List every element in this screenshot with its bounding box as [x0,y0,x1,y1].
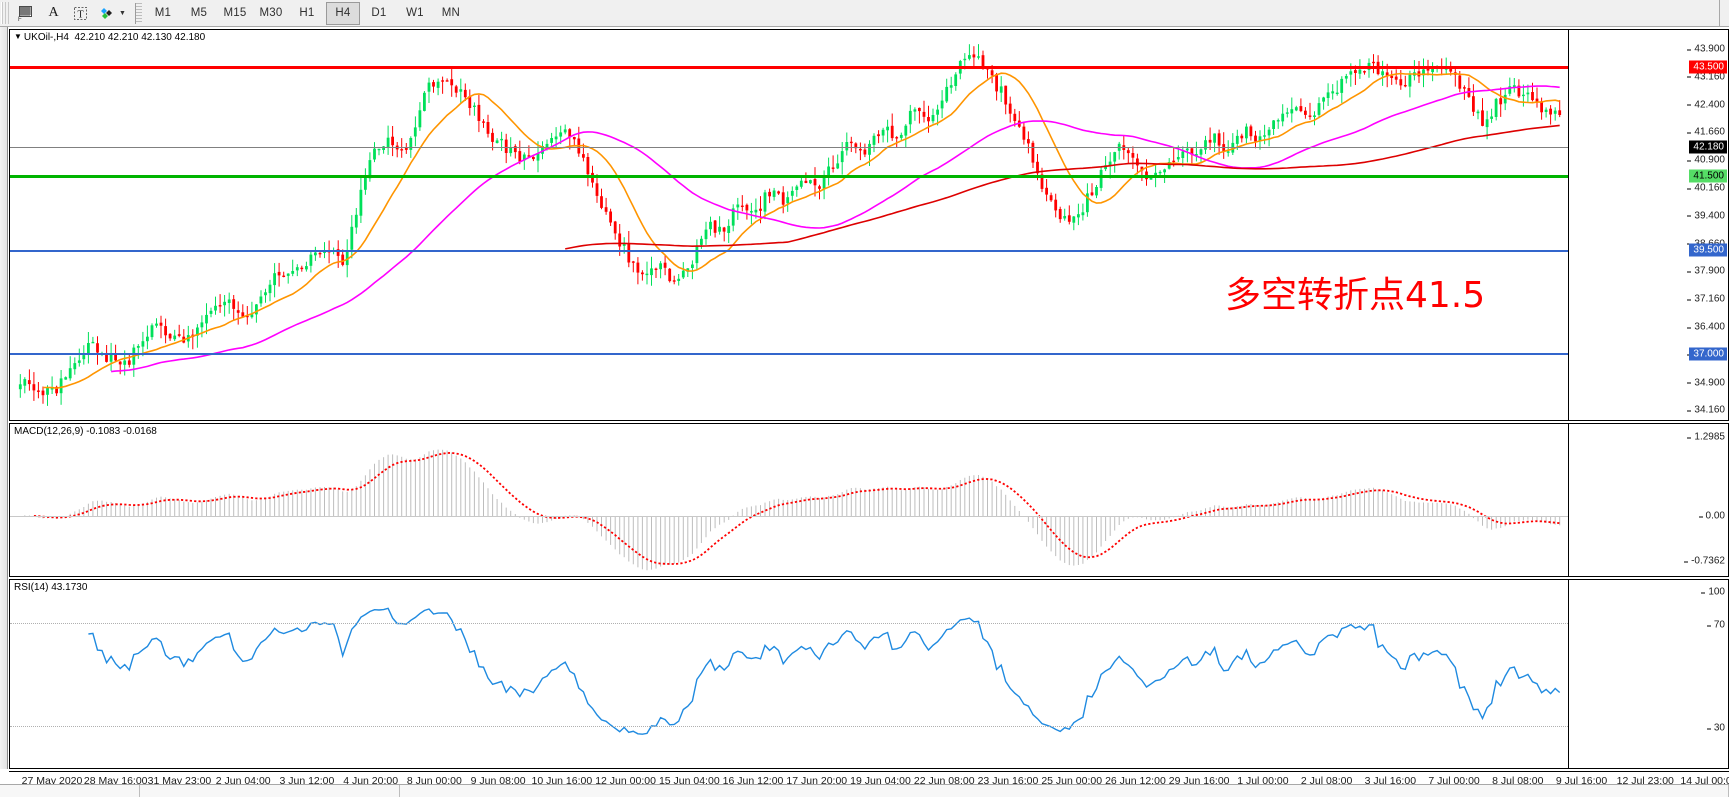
toolbar-drag-handle[interactable] [1,2,9,24]
rsi-axis[interactable]: 100 70 30 [1568,580,1728,768]
timeframe-label: H4 [335,7,351,19]
timeframe-h4[interactable]: H4 [325,1,360,25]
symbol-timeframe-label: UKOil-,H4 [23,32,69,43]
blue-level-tag-lower[interactable]: 37.000 [1689,347,1727,361]
letter-a-glyph: A [48,5,59,20]
toolbar-separator [134,2,142,24]
chart-text-annotation[interactable]: 多空转折点41.5 [1225,275,1486,316]
objects-dropdown-button[interactable]: ▼ [95,2,131,25]
timeframe-label: D1 [371,7,387,19]
level-line-42-180 [10,147,1568,148]
price-tick: 37.160 [1687,293,1725,305]
price-tick: 36.400 [1687,321,1725,333]
collapse-icon[interactable]: ▼ [14,32,22,41]
macd-tick: -0.7362 [1684,555,1725,567]
level-line-39-500[interactable] [10,250,1568,252]
price-tick: 40.160 [1687,182,1725,194]
price-tick: 34.900 [1687,377,1725,389]
chart-area: ▼ UKOil-,H4 42.210 42.210 42.130 42.180 多… [0,27,1729,797]
chevron-down-icon: ▼ [119,9,126,17]
status-cell-middle [140,785,400,797]
rsi-overbought-line [10,623,1568,624]
resistance-level-tag[interactable]: 43.500 [1689,60,1727,74]
timeframe-mn[interactable]: MN [434,2,468,25]
last-price-tag[interactable]: 42.180 [1689,140,1727,154]
text-label-icon[interactable]: A [41,2,66,25]
ohlc-values: 42.210 42.210 42.130 42.180 [74,32,206,43]
crosshair-icon[interactable]: F [12,2,39,25]
price-pane: ▼ UKOil-,H4 42.210 42.210 42.130 42.180 多… [9,29,1729,421]
chart-toolbar: F A T ▼ M1 M5 M15 M30 H1 H4 D1 W [0,0,1729,27]
rsi-pane: RSI(14) 43.1730 100 70 30 [9,579,1729,769]
rsi-tick: 100 [1701,586,1725,598]
text-box-icon[interactable]: T [68,2,93,25]
timeframe-m5[interactable]: M5 [182,2,216,25]
timeframe-d1[interactable]: D1 [362,2,396,25]
rsi-tick: 30 [1706,722,1725,734]
macd-plot[interactable] [10,424,1568,576]
level-line-43-500[interactable] [10,66,1568,69]
rsi-indicator-label[interactable]: RSI(14) 43.1730 [14,582,88,593]
price-axis[interactable]: 43.900 43.160 42.400 41.660 40.900 40.160 39.4… [1568,30,1728,420]
svg-text:T: T [77,9,83,20]
price-tick: 43.900 [1687,43,1725,55]
macd-tick: 1.2985 [1687,431,1725,443]
macd-indicator-label[interactable]: MACD(12,26,9) -0.1083 -0.0168 [14,426,157,437]
price-tick: 40.900 [1687,154,1725,166]
price-tick: 39.400 [1687,210,1725,222]
rsi-tick: 70 [1706,619,1725,631]
macd-series [24,449,1561,571]
status-cell-left [0,785,140,797]
macd-axis[interactable]: 1.2985 0.00 -0.7362 [1568,424,1728,576]
timeframe-label: M30 [259,7,283,19]
timeframe-w1[interactable]: W1 [398,2,432,25]
level-line-41-500[interactable] [10,175,1568,178]
status-cell-right [400,785,1729,797]
timeframe-m1[interactable]: M1 [146,2,180,25]
support-level-tag[interactable]: 41.500 [1689,169,1727,183]
price-tick: 37.900 [1687,265,1725,277]
timeframe-label: H1 [299,7,315,19]
timeframe-m15[interactable]: M15 [218,2,252,25]
vertical-scroll-gutter[interactable] [0,27,8,769]
rsi-plot[interactable] [10,580,1568,768]
chart-symbol-header[interactable]: ▼ UKOil-,H4 42.210 42.210 42.130 42.180 [14,32,205,43]
price-tick: 41.660 [1687,126,1725,138]
candlestick-series [18,44,1562,406]
timeframe-label: W1 [406,7,424,19]
timeframe-label: MN [441,7,461,19]
blue-level-tag-upper[interactable]: 39.500 [1689,243,1727,257]
macd-zero-line [10,516,1568,517]
price-tick: 42.400 [1687,99,1725,111]
timeframe-label: M1 [154,7,172,19]
level-line-37-000[interactable] [10,353,1568,355]
timeframe-m30[interactable]: M30 [254,2,288,25]
rsi-series [88,607,1561,735]
rsi-oversold-line [10,726,1568,727]
macd-tick: 0.00 [1698,510,1725,522]
price-plot[interactable]: 多空转折点41.5 [10,30,1568,420]
timeframe-label: M5 [190,7,208,19]
macd-pane: MACD(12,26,9) -0.1083 -0.0168 1.2985 0.00… [9,423,1729,577]
timeframe-h1[interactable]: H1 [290,2,324,25]
svg-text:F: F [18,17,22,22]
indicator-panes: ▼ UKOil-,H4 42.210 42.210 42.130 42.180 多… [9,27,1729,769]
status-bar [0,784,1729,797]
price-tick: 34.160 [1687,404,1725,416]
timeframe-label: M15 [223,7,247,19]
price-tick: 43.160 [1687,71,1725,83]
toolbar-right-edge [1719,0,1729,26]
